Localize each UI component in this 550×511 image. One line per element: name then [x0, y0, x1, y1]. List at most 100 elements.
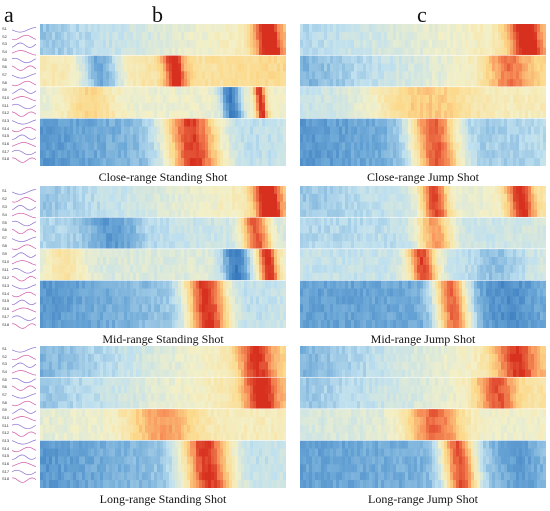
- heatmap-cell: [58, 304, 62, 313]
- heatmap-cell: [381, 71, 385, 80]
- heatmap-cell: [345, 47, 349, 56]
- heatmap-cell: [97, 79, 101, 88]
- heatmap-cell: [277, 87, 281, 96]
- heatmap-cell: [40, 158, 44, 166]
- heatmap-cell: [55, 150, 59, 159]
- heatmap-cell: [88, 257, 92, 266]
- heatmap-cell: [498, 186, 502, 195]
- heatmap-cell: [268, 288, 272, 297]
- heatmap-cell: [100, 312, 104, 321]
- heatmap-cell: [229, 47, 233, 56]
- heatmap-cell: [220, 241, 224, 250]
- row-label: S18: [2, 156, 10, 162]
- heatmap-cell: [256, 63, 260, 72]
- heatmap-cell: [166, 95, 170, 104]
- heatmap-cell: [262, 142, 266, 151]
- waveform-glyph: [12, 354, 37, 361]
- heatmap-cell: [534, 186, 538, 195]
- heatmap-cell: [175, 272, 179, 282]
- heatmap-cell: [426, 186, 430, 195]
- heatmap-cell: [112, 126, 116, 135]
- heatmap-cell: [139, 249, 143, 258]
- heatmap-cell: [106, 150, 110, 159]
- heatmap-cell: [118, 134, 122, 143]
- heatmap-cell: [522, 201, 526, 211]
- heatmap-cell: [232, 142, 236, 151]
- heatmap-cell: [244, 233, 248, 242]
- heatmap-cell: [76, 47, 80, 56]
- heatmap-cell: [142, 142, 146, 151]
- heatmap-cell: [393, 126, 397, 135]
- heatmap-cell: [241, 288, 245, 297]
- heatmap-cell: [76, 296, 80, 305]
- heatmap-cell: [283, 312, 286, 321]
- heatmap-cell: [55, 102, 59, 112]
- heatmap-cell: [381, 134, 385, 143]
- heatmap-cell: [348, 63, 352, 72]
- heatmap-cell: [483, 24, 487, 33]
- heatmap-cell: [274, 264, 278, 274]
- heatmap-cell: [408, 55, 412, 64]
- heatmap-cell: [396, 201, 400, 211]
- heatmap-cell: [70, 257, 74, 266]
- heatmap-cell: [43, 118, 47, 127]
- heatmap-cell: [528, 47, 532, 56]
- heatmap-cell: [79, 118, 83, 127]
- heatmap-cell: [540, 158, 544, 166]
- heatmap-cell: [238, 193, 242, 203]
- heatmap-cell: [46, 296, 50, 305]
- heatmap-cell: [468, 31, 472, 41]
- heatmap-cell: [190, 71, 194, 80]
- heatmap-cell: [181, 55, 185, 64]
- heatmap-cell: [411, 142, 415, 151]
- heatmap-cell: [333, 110, 337, 120]
- heatmap-cell: [85, 142, 89, 151]
- heatmap-cell: [348, 225, 352, 234]
- heatmap-cell: [223, 225, 227, 234]
- heatmap-cell: [528, 201, 532, 211]
- heatmap-cell: [229, 217, 233, 226]
- heatmap-cell: [184, 71, 188, 80]
- heatmap-cell: [342, 47, 346, 56]
- heatmap-cell: [351, 217, 355, 226]
- heatmap-cell: [67, 209, 71, 218]
- heatmap-cell: [537, 150, 541, 159]
- heatmap-cell: [390, 186, 394, 195]
- heatmap-cell: [474, 126, 478, 135]
- heatmap-cell: [492, 47, 496, 56]
- heatmap-cell: [70, 150, 74, 159]
- heatmap-cell: [402, 193, 406, 203]
- heatmap-cell: [271, 134, 275, 143]
- heatmap-cell: [190, 39, 194, 49]
- heatmap-cell: [121, 110, 125, 120]
- heatmap-cell: [381, 55, 385, 64]
- heatmap-cell: [79, 280, 83, 289]
- heatmap-cell: [214, 280, 218, 289]
- heatmap-cell: [145, 71, 149, 80]
- heatmap-cell: [187, 233, 191, 242]
- heatmap-cell: [456, 209, 460, 218]
- heatmap-cell: [378, 79, 382, 88]
- heatmap-cell: [280, 158, 284, 166]
- heatmap-cell: [504, 79, 508, 88]
- heatmap-cell: [94, 150, 98, 159]
- heatmap-cell: [82, 102, 86, 112]
- heatmap-cell: [52, 39, 56, 49]
- heatmap-cell: [477, 55, 481, 64]
- heatmap-cell: [405, 55, 409, 64]
- heatmap-cell: [85, 233, 89, 242]
- heatmap-cell: [327, 126, 331, 135]
- heatmap-cell: [232, 304, 236, 313]
- heatmap-cell: [256, 257, 260, 266]
- heatmap-cell: [64, 257, 68, 266]
- heatmap-cell: [537, 55, 541, 64]
- heatmap-cell: [79, 158, 83, 166]
- heatmap-cell: [486, 118, 490, 127]
- heatmap-cell: [405, 193, 409, 203]
- heatmap-cell: [124, 193, 128, 203]
- heatmap-cell: [372, 150, 376, 159]
- heatmap-cell: [58, 209, 62, 218]
- heatmap-cell: [426, 79, 430, 88]
- heatmap-cell: [58, 288, 62, 297]
- heatmap-cell: [232, 241, 236, 250]
